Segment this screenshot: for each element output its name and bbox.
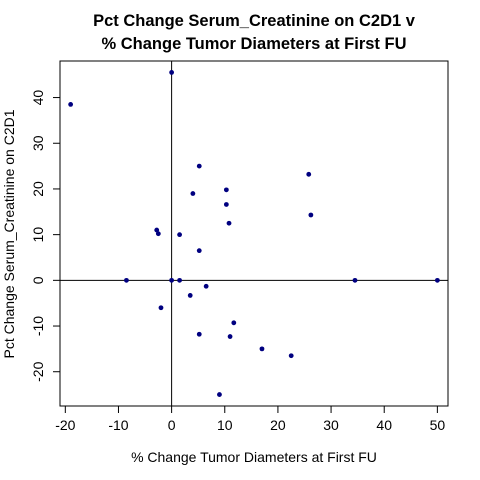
x-axis: -20 -10 0 10 20 30 40 50 [55,405,446,433]
y-axis: -20 -10 0 10 20 30 40 [30,90,61,382]
data-points [68,70,440,397]
y-tick-label: -10 [30,316,46,336]
scatter-point [308,212,314,218]
scatter-point [203,283,209,289]
scatter-point [154,227,160,233]
x-axis-label: % Change Tumor Diameters at First FU [131,449,377,465]
x-tick-label: -10 [108,417,128,433]
scatter-point [306,171,312,177]
y-tick-label: 20 [30,181,46,197]
scatter-point [158,305,164,311]
scatter-point [217,392,222,397]
scatter-point [259,346,265,352]
x-tick-label: 0 [168,417,176,433]
x-tick-label: 30 [323,417,339,433]
scatter-point [434,277,440,283]
chart-title-line-1: Pct Change Serum_Creatinine on C2D1 v [93,12,416,30]
y-axis-label: Pct Change Serum_Creatinine on C2D1 [1,109,17,358]
plot-frame [59,60,449,407]
scatter-point [124,277,129,283]
scatter-point [177,232,182,238]
scatter-point [177,277,182,283]
scatter-point [231,320,237,326]
x-tick-label: 10 [217,417,233,433]
scatter-point [196,331,202,337]
chart-title-line-2: % Change Tumor Diameters at First FU [101,35,406,53]
scatter-point [288,353,294,359]
scatter-point [196,248,202,254]
scatter-point [187,293,193,298]
scatter-point [223,202,229,207]
scatter-point [190,191,196,196]
y-tick-label: -20 [30,361,46,381]
scatter-point [223,187,229,193]
scatter-point [68,102,74,107]
scatter-point [155,231,161,237]
scatter-point [227,334,233,339]
x-tick-label: 50 [430,417,446,433]
scatter-point [169,70,175,75]
y-tick-label: 10 [30,227,46,243]
x-tick-label: 20 [270,417,286,433]
y-tick-label: 40 [30,90,46,106]
x-tick-label: 40 [376,417,392,433]
y-tick-label: 30 [30,135,46,151]
reference-lines [60,61,448,406]
scatter-point [352,277,358,283]
scatter-point [196,163,202,169]
x-tick-label: -20 [55,417,75,433]
y-tick-label: 0 [30,276,46,284]
scatter-point [226,220,232,226]
scatter-point [169,277,175,283]
